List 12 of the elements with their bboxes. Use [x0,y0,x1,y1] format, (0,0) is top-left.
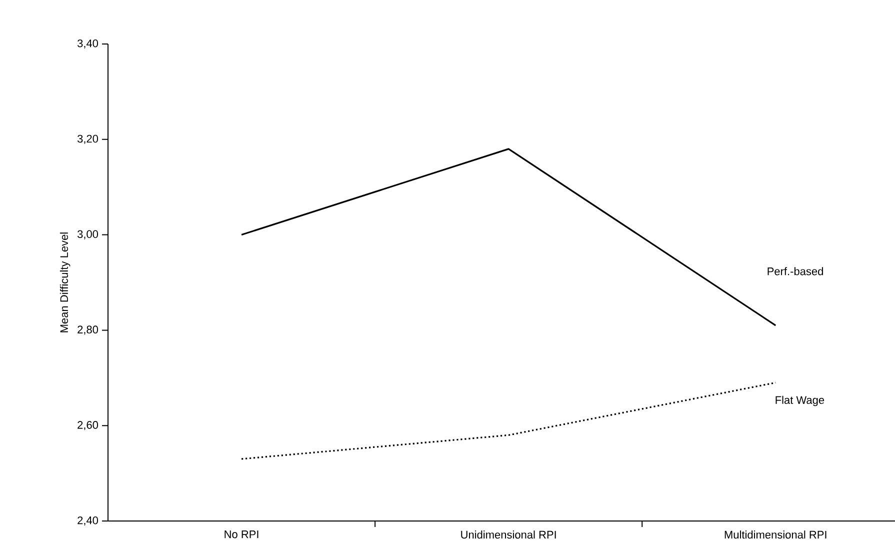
y-axis-title: Mean Difficulty Level [60,232,70,332]
x-tick-label: Multidimensional RPI [724,530,826,539]
series-label: Flat Wage [776,396,824,406]
y-tick-label: 3,00 [77,230,98,240]
y-tick-label: 3,40 [77,39,98,49]
y-tick-label: 2,60 [78,421,98,430]
y-tick-label: 2,80 [78,326,98,335]
y-tick-label: 3,20 [77,134,98,144]
x-tick-label: Unidimensional RPI [461,530,556,539]
x-tick-label: No RPI [224,530,258,538]
text: Perf.-based [768,267,823,276]
y-tick-label: 2,40 [78,516,98,526]
